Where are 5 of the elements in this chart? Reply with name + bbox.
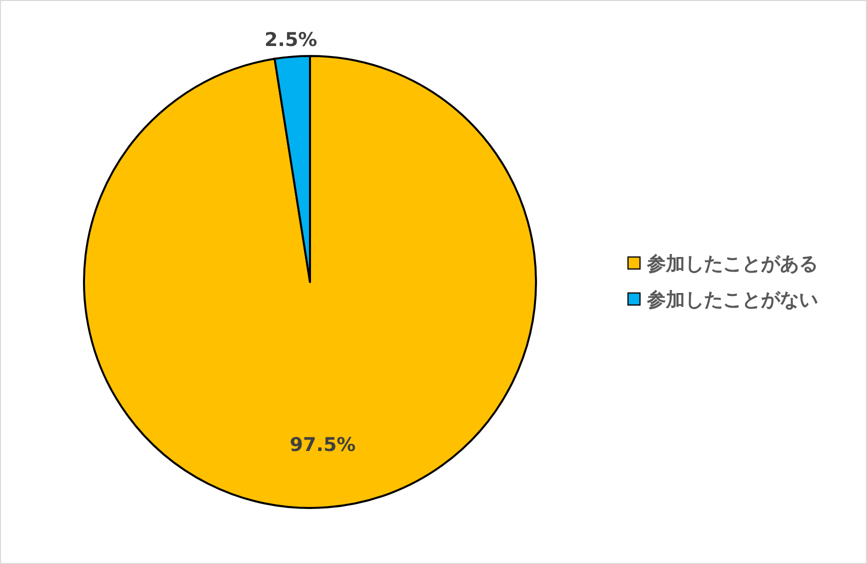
legend-label: 参加したことがない	[646, 289, 818, 311]
pie-slice	[83, 55, 537, 509]
data-label: 2.5%	[264, 28, 318, 51]
data-label: 97.5%	[290, 434, 356, 456]
legend-label: 参加したことがある	[646, 253, 818, 275]
